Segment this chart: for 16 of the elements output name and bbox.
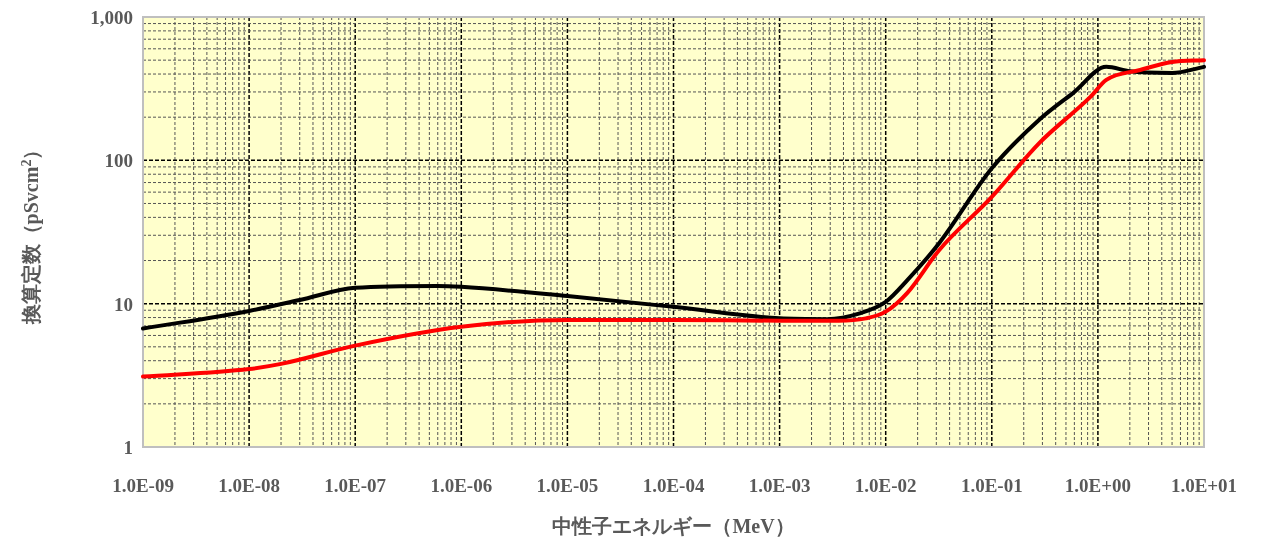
x-tick-label: 1.0E-06 [430, 475, 493, 496]
x-tick-label: 1.0E-07 [324, 475, 387, 496]
x-tick-label: 1.0E+01 [1170, 475, 1238, 496]
y-tick-label: 1 [123, 437, 133, 458]
x-tick-label: 1.0E-03 [748, 475, 811, 496]
y-tick-label: 1,000 [90, 7, 133, 28]
x-tick-label: 1.0E+00 [1064, 475, 1132, 496]
x-axis-title: 中性子エネルギー（MeV） [552, 515, 795, 537]
x-tick-label: 1.0E-05 [536, 475, 599, 496]
x-tick-label: 1.0E-01 [960, 475, 1023, 496]
y-tick-label: 100 [104, 150, 133, 172]
x-tick-label: 1.0E-09 [112, 475, 174, 496]
y-tick-label: 10 [114, 293, 133, 315]
x-tick-label: 1.0E-02 [854, 475, 917, 496]
x-tick-label: 1.0E-04 [642, 475, 705, 496]
x-tick-label: 1.0E-08 [218, 475, 280, 496]
